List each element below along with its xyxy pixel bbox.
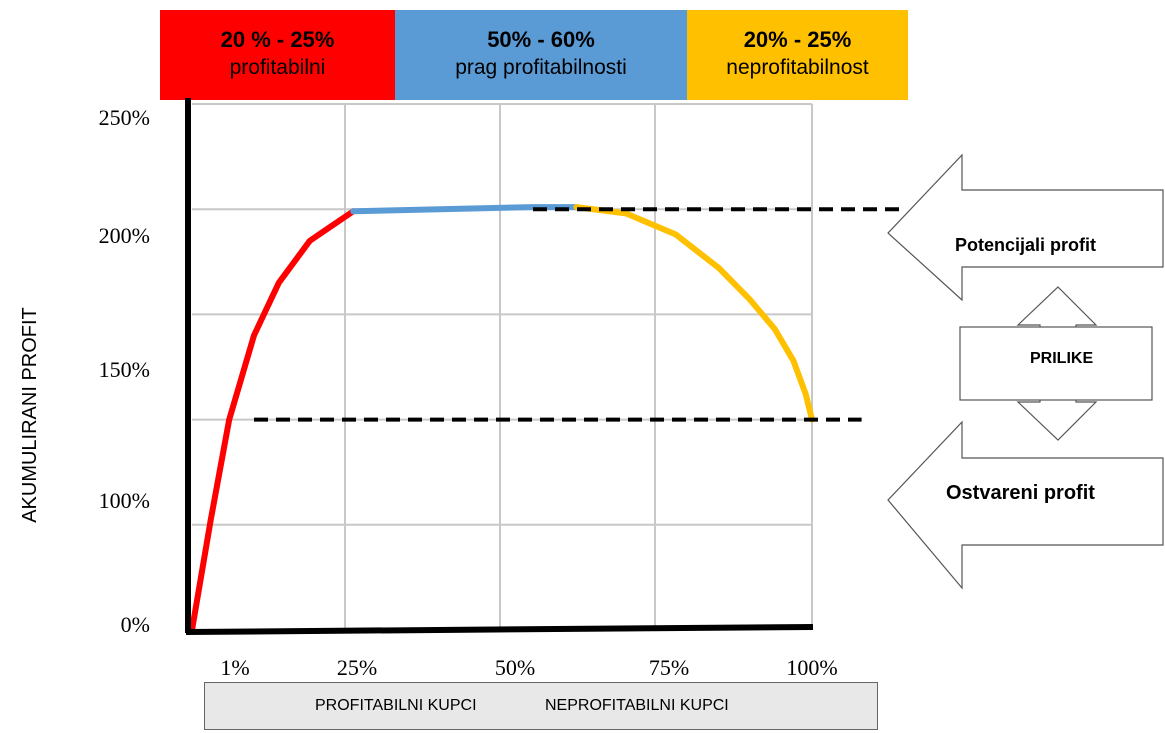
customer-category-box: PROFITABILNI KUPCI NEPROFITABILNI KUPCI (204, 682, 878, 730)
potential-profit-label: Potencijali profit (955, 235, 1097, 255)
opportunities-label: PRILIKE (1030, 350, 1094, 367)
x-tick-label: 75% (648, 655, 690, 680)
band-breakeven: 50% - 60% prag profitabilnosti (395, 10, 687, 100)
y-axis-title: AKUMULIRANI PROFIT (19, 307, 41, 523)
realized-profit-label: Ostvareni profit (946, 482, 1095, 504)
x-axis (185, 624, 814, 635)
unprofitable-customers-label: NEPROFITABILNI KUPCI (545, 697, 729, 714)
y-tick-label: 0% (120, 612, 150, 637)
series-line-0 (189, 208, 357, 633)
band-unprofitable-label: neprofitabilnost (726, 56, 869, 79)
band-breakeven-pct: 50% - 60% (487, 27, 595, 52)
reference-lines (254, 207, 905, 422)
band-breakeven-label: prag profitabilnosti (455, 56, 627, 79)
band-unprofitable-pct: 20% - 25% (743, 27, 852, 52)
y-tick-label: 150% (98, 357, 150, 382)
realized-profit-arrow (887, 420, 1164, 590)
grid-lines (192, 103, 813, 630)
band-profitable-label: profitabilni (229, 56, 326, 79)
profitable-customers-label: PROFITABILNI KUPCI (315, 697, 477, 714)
series-line-2 (573, 204, 815, 423)
x-tick-label: 100% (786, 655, 838, 680)
y-tick-label: 200% (98, 223, 150, 248)
band-profitable-pct: 20 % - 25% (220, 27, 335, 52)
x-tick-label: 1% (220, 655, 250, 680)
potential-profit-arrow (887, 153, 1164, 302)
series-layer (189, 204, 815, 633)
x-tick-label: 25% (336, 655, 378, 680)
band-unprofitable: 20% - 25% neprofitabilnost (687, 10, 908, 100)
band-profitable: 20 % - 25% profitabilni (160, 10, 395, 100)
series-line-1 (350, 204, 580, 215)
y-tick-label: 250% (98, 105, 150, 130)
opportunities-box (959, 326, 1153, 401)
y-tick-label: 100% (98, 488, 150, 513)
x-tick-label: 50% (494, 655, 536, 680)
